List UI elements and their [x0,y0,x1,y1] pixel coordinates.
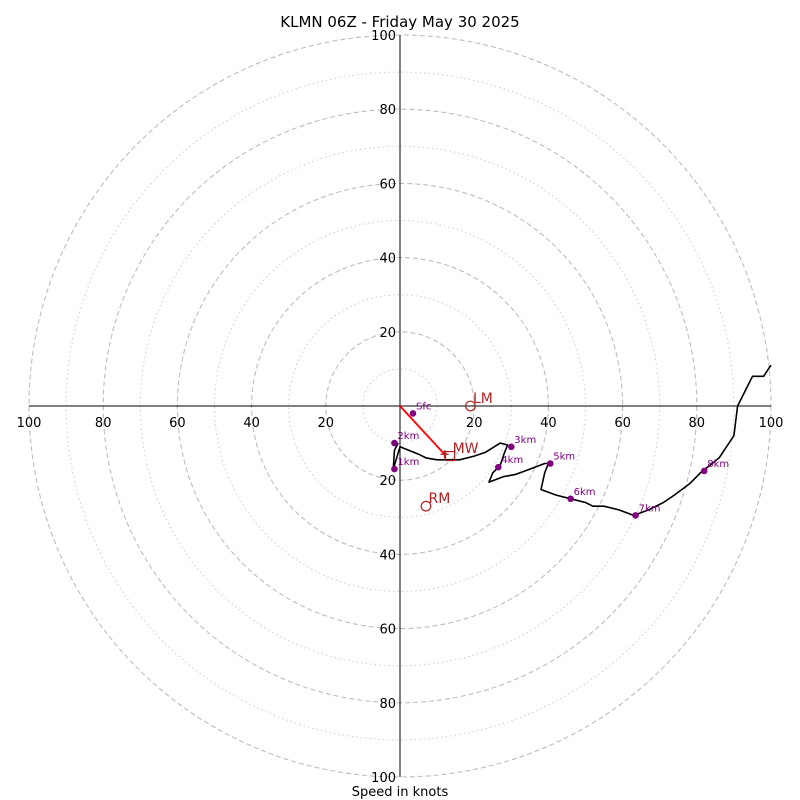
storm-motion-layer: LM MW RM [420,391,493,512]
height-label-2km: 2km [397,431,419,442]
tick-label-north-20: 20 [379,326,396,341]
height-label-sfc: Sfc [416,401,431,412]
tick-label-west-40: 40 [243,416,260,431]
tick-label-east-40: 40 [540,416,557,431]
height-label-3km: 3km [514,435,536,446]
tick-label-east-20: 20 [466,416,483,431]
height-marker-sfc [409,410,417,417]
tick-label-south-100: 100 [371,771,396,786]
height-label-1km: 1km [397,457,419,468]
height-label-5km: 5km [553,452,575,463]
storm-motion-label-mw: MW [453,441,479,457]
tick-label-west-100: 100 [17,416,42,431]
storm-motion-label-rm: RM [428,491,450,507]
tick-label-south-80: 80 [379,697,396,712]
tick-label-west-20: 20 [318,416,335,431]
tick-label-north-100: 100 [371,29,396,44]
tick-label-west-80: 80 [95,416,112,431]
height-marker-8km [700,467,708,475]
height-markers-layer: Sfc 1km 2km 3km 4km 5km 6km 7km 8km [391,401,729,519]
tick-label-north-40: 40 [379,252,396,267]
x-axis-label: Speed in knots [352,785,449,800]
height-marker-5km [546,460,554,467]
height-label-7km: 7km [639,503,661,514]
storm-motion-label-lm: LM [473,391,493,407]
tick-label-north-80: 80 [379,103,396,118]
tick-label-east-80: 80 [689,416,706,431]
shear-vector-plus-marker [440,450,449,459]
tick-label-north-60: 60 [379,177,396,192]
tick-label-south-60: 60 [379,623,396,638]
height-marker-1km [391,465,398,473]
height-label-8km: 8km [707,459,729,470]
tick-label-east-100: 100 [759,416,784,431]
height-label-4km: 4km [501,455,523,466]
storm-motion-marker-mw [444,450,456,462]
height-marker-2km [391,439,398,447]
height-marker-4km [495,463,502,471]
height-marker-6km [567,495,574,503]
tick-label-west-60: 60 [169,416,186,431]
tick-label-south-20: 20 [379,474,396,489]
height-marker-7km [632,512,639,519]
storm-motion-marker-rm [420,500,432,512]
shear-vector-line [399,405,446,455]
tick-label-south-40: 40 [379,548,396,563]
storm-motion-marker-lm [465,400,476,412]
shear-vector-layer [399,405,449,459]
chart-title: KLMN 06Z - Friday May 30 2025 [280,13,519,31]
tick-label-east-60: 60 [614,416,631,431]
height-marker-3km [508,443,515,451]
height-label-6km: 6km [574,487,596,498]
tick-labels: 20 20 20 20 40 40 40 40 60 60 60 60 80 80 80 80 100 100 10… [17,29,784,786]
